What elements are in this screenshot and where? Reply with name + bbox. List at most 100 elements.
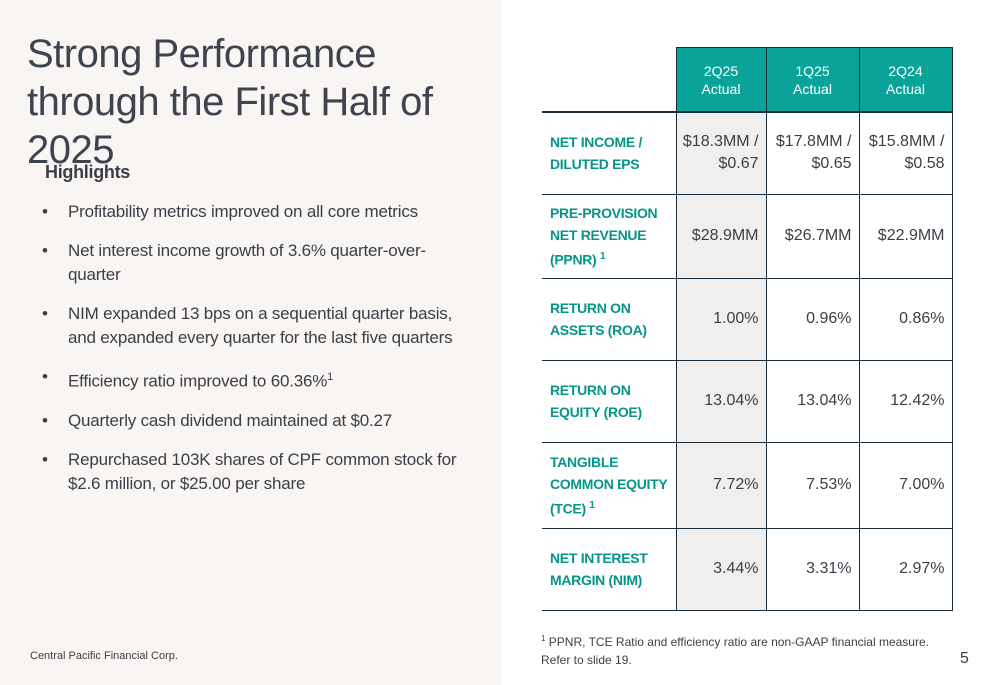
- value-line: $15.8MM /: [868, 133, 945, 151]
- value-cell: 13.04%: [765, 360, 859, 442]
- value-line: 7.72%: [713, 476, 759, 493]
- highlight-item: • NIM expanded 13 bps on a sequential qua…: [40, 302, 460, 350]
- highlight-item: • Profitability metrics improved on all c…: [40, 200, 460, 224]
- value-cell: 3.31%: [765, 528, 859, 610]
- highlight-item: • Repurchased 103K shares of CPF common s…: [40, 448, 460, 496]
- highlight-text: Quarterly cash dividend maintained at $0…: [68, 410, 393, 430]
- highlight-item: • Efficiency ratio improved to 60.36%1: [40, 365, 460, 394]
- metric-label-line: PRE-PROVISION: [550, 204, 658, 221]
- value-cell: $17.8MM / $0.65: [765, 112, 859, 194]
- metric-label-line: (TCE) 1: [550, 495, 676, 520]
- value-line: 0.96%: [806, 310, 852, 327]
- highlight-text: Repurchased 103K shares of CPF common st…: [68, 449, 457, 493]
- value-line: $0.65: [811, 155, 852, 173]
- metric-label-line: EQUITY (ROE): [550, 404, 642, 420]
- table-row: RETURN ON ASSETS (ROA) 1.00% 0.96% 0.86%: [542, 278, 953, 360]
- bullet-dot: •: [42, 367, 48, 386]
- metric-label-line: TANGIBLE: [550, 453, 619, 470]
- footnote: 1 PPNR, TCE Ratio and efficiency ratio a…: [541, 630, 941, 669]
- value-cell: 12.42%: [858, 360, 953, 442]
- value-line: $0.67: [718, 155, 759, 173]
- metrics-table: 2Q25 Actual 1Q25 Actual 2Q24 Actual NET INCOM…: [542, 47, 953, 611]
- value-line: 2.97%: [899, 560, 945, 577]
- footnote-ref: 1: [589, 499, 595, 511]
- bullet-dot: •: [42, 241, 48, 260]
- value-cell: 3.44%: [675, 528, 766, 610]
- metric-label-line: RETURN ON: [550, 382, 631, 398]
- table-row: NET INCOME / DILUTED EPS $18.3MM / $0.67 $17…: [542, 112, 953, 194]
- value-cell: 0.96%: [765, 278, 859, 360]
- value-line: 3.31%: [806, 560, 852, 577]
- footnote-ref: 1: [600, 250, 606, 262]
- table-row: PRE-PROVISION NET REVENUE (PPNR) 1 $28.9MM $…: [542, 194, 953, 278]
- value-line: 1.00%: [713, 310, 759, 327]
- highlight-item: • Quarterly cash dividend maintained at $…: [40, 409, 460, 433]
- column-basis: Actual: [701, 80, 741, 97]
- metric-label-text: (TCE): [550, 500, 586, 517]
- bullet-dot: •: [42, 449, 48, 469]
- value-line: 3.44%: [713, 560, 759, 577]
- metric-label: NET INCOME / DILUTED EPS: [542, 112, 676, 194]
- metric-label-line: ASSETS (ROA): [550, 322, 647, 338]
- column-basis: Actual: [886, 80, 925, 97]
- value-line: 0.86%: [899, 310, 945, 327]
- value-cell: 7.00%: [858, 442, 953, 528]
- table-header-row: 2Q25 Actual 1Q25 Actual 2Q24 Actual: [542, 47, 953, 113]
- column-header: 2Q24 Actual: [858, 47, 953, 112]
- metric-label-line: NET REVENUE: [550, 226, 647, 243]
- page-number: 5: [960, 650, 969, 667]
- header-blank-cell: [542, 48, 676, 113]
- metric-label: PRE-PROVISION NET REVENUE (PPNR) 1: [542, 194, 676, 278]
- footnote-ref: 1: [327, 371, 334, 383]
- value-cell: $26.7MM: [765, 194, 859, 278]
- metric-label-line: MARGIN (NIM): [550, 572, 643, 588]
- metric-label-line: NET INTEREST: [550, 550, 648, 566]
- value-line: $22.9MM: [877, 227, 945, 244]
- value-line: $17.8MM /: [775, 133, 852, 151]
- left-panel: [0, 0, 502, 685]
- bullet-dot: •: [42, 410, 48, 430]
- table-row: TANGIBLE COMMON EQUITY (TCE) 1 7.72% 7.53% 7.…: [542, 442, 953, 528]
- highlight-text: Net interest income growth of 3.6% quart…: [68, 241, 426, 284]
- value-cell: 13.04%: [675, 360, 766, 442]
- column-period: 1Q25: [795, 62, 830, 79]
- slide-title: Strong Performance through the First Hal…: [27, 32, 433, 172]
- metric-label-text: (PPNR): [550, 251, 597, 268]
- value-line: $26.7MM: [784, 227, 852, 244]
- footnote-marker: 1: [541, 634, 546, 643]
- column-header: 1Q25 Actual: [765, 47, 860, 112]
- table-row: NET INTEREST MARGIN (NIM) 3.44% 3.31% 2.97%: [542, 528, 953, 610]
- highlight-text: Profitability metrics improved on all co…: [68, 202, 418, 221]
- metric-label: NET INTEREST MARGIN (NIM): [542, 528, 676, 610]
- value-cell: 7.53%: [765, 442, 859, 528]
- metric-label-line: NET INCOME /: [550, 134, 643, 151]
- metric-label: RETURN ON ASSETS (ROA): [542, 278, 676, 360]
- table-row: RETURN ON EQUITY (ROE) 13.04% 13.04% 12.42%: [542, 360, 953, 442]
- column-basis: Actual: [793, 80, 832, 97]
- value-line: 13.04%: [797, 392, 852, 409]
- value-cell: $15.8MM / $0.58: [858, 112, 953, 194]
- value-cell: 1.00%: [675, 278, 766, 360]
- value-cell: 7.72%: [675, 442, 766, 528]
- highlight-item: • Net interest income growth of 3.6% quar…: [40, 239, 460, 287]
- highlight-text: Efficiency ratio improved to 60.36%: [68, 371, 328, 391]
- value-line: $28.9MM: [691, 227, 759, 244]
- company-name: Central Pacific Financial Corp.: [30, 650, 178, 662]
- metric-label: RETURN ON EQUITY (ROE): [542, 360, 676, 442]
- highlights-heading: Highlights: [45, 162, 130, 182]
- value-cell: $18.3MM / $0.67: [675, 112, 766, 194]
- column-period: 2Q25: [703, 62, 739, 79]
- metric-label: TANGIBLE COMMON EQUITY (TCE) 1: [542, 442, 676, 528]
- value-cell: 0.86%: [858, 278, 953, 360]
- value-line: $18.3MM /: [682, 133, 759, 151]
- footnote-text: PPNR, TCE Ratio and efficiency ratio are…: [541, 635, 929, 667]
- value-line: 7.53%: [806, 476, 852, 493]
- value-line: 12.42%: [890, 392, 945, 409]
- value-cell: 2.97%: [858, 528, 953, 610]
- bullet-dot: •: [42, 202, 48, 221]
- metric-label-line: COMMON EQUITY: [550, 475, 668, 492]
- column-header: 2Q25 Actual: [675, 47, 767, 112]
- bullet-dot: •: [42, 304, 48, 323]
- highlight-text: NIM expanded 13 bps on a sequential quar…: [68, 304, 453, 347]
- value-line: 13.04%: [704, 392, 759, 409]
